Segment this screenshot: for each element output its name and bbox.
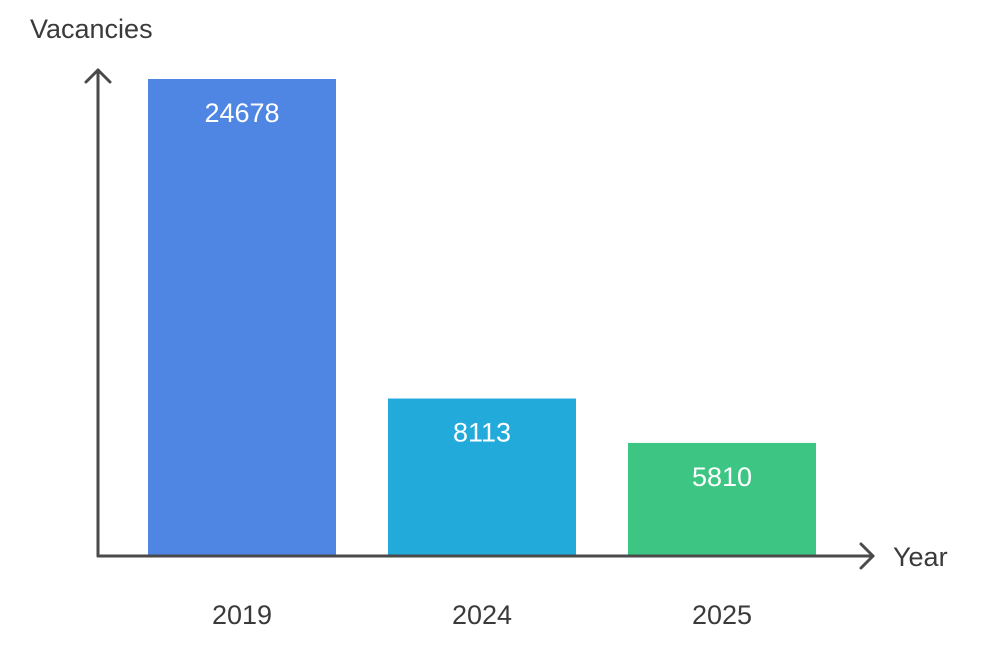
- x-axis-arrow-icon: [859, 542, 875, 570]
- bar-2025: [628, 442, 816, 555]
- y-axis-arrow-icon: [84, 68, 112, 84]
- bar-value-label: 5810: [692, 462, 752, 492]
- bar-value-label: 8113: [453, 418, 511, 448]
- bar-2019: [148, 79, 336, 555]
- y-axis-title: Vacancies: [30, 14, 153, 44]
- bars-group: [148, 79, 816, 555]
- x-axis-title: Year: [893, 542, 948, 572]
- bar-2024: [388, 398, 576, 555]
- x-tick-label: 2024: [452, 600, 512, 630]
- bar-labels-group: 24678 8113 5810: [204, 98, 752, 492]
- x-tick-labels-group: 2019 2024 2025: [212, 600, 752, 630]
- bar-value-label: 24678: [204, 98, 279, 128]
- x-tick-label: 2025: [692, 600, 752, 630]
- x-tick-label: 2019: [212, 600, 272, 630]
